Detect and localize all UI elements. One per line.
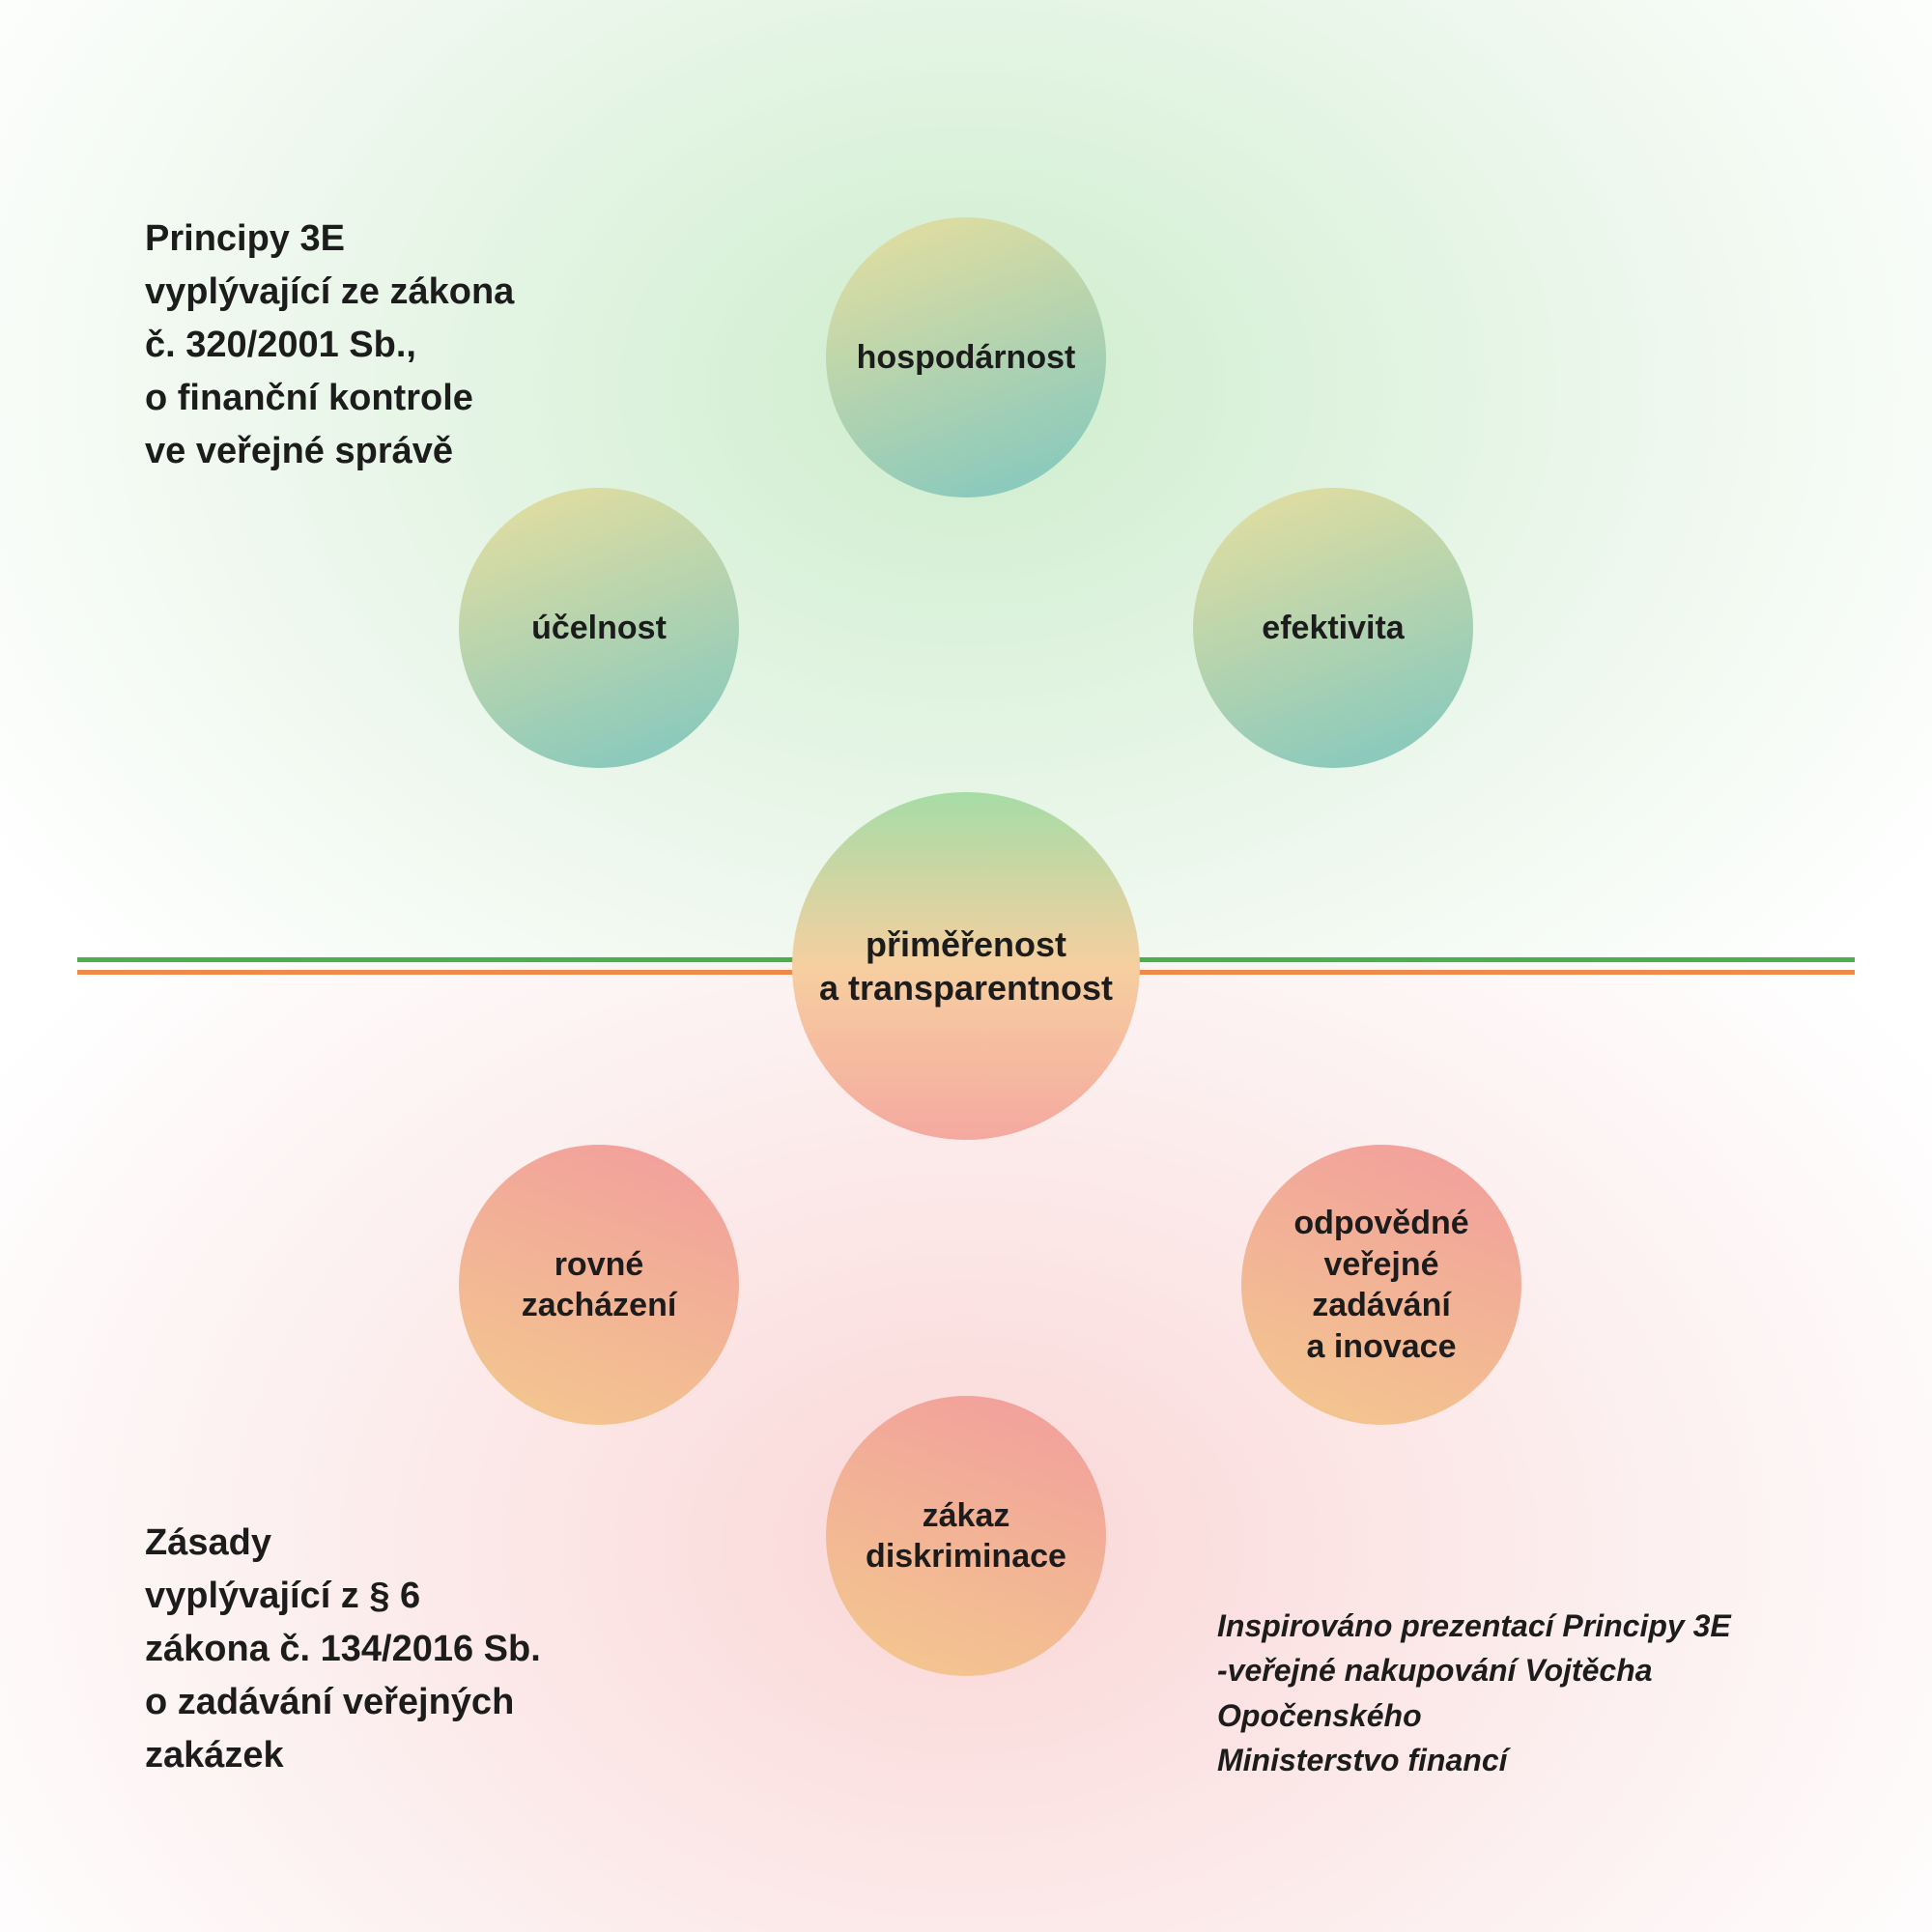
node-efficiency: efektivita xyxy=(1193,488,1473,768)
node-equal-treatment: rovnézacházení xyxy=(459,1145,739,1425)
caption-procurement-principles: Zásadyvyplývající z § 6zákona č. 134/201… xyxy=(145,1517,541,1782)
node-label: hospodárnost xyxy=(857,337,1076,379)
node-center-proportionality-transparency: přiměřenosta transparentnost xyxy=(792,792,1140,1140)
node-economy: hospodárnost xyxy=(826,217,1106,497)
node-effectiveness: účelnost xyxy=(459,488,739,768)
diagram-canvas: Principy 3Evyplývající ze zákonač. 320/2… xyxy=(0,0,1932,1932)
node-label: rovnézacházení xyxy=(522,1244,677,1326)
node-label: zákazdiskriminace xyxy=(866,1495,1066,1577)
node-label: odpovědnéveřejnézadávánía inovace xyxy=(1293,1203,1468,1367)
node-label: přiměřenosta transparentnost xyxy=(819,923,1113,1009)
caption-attribution: Inspirováno prezentací Principy 3E-veřej… xyxy=(1217,1604,1731,1783)
node-responsible-procurement: odpovědnéveřejnézadávánía inovace xyxy=(1241,1145,1521,1425)
node-non-discrimination: zákazdiskriminace xyxy=(826,1396,1106,1676)
caption-3e-principles: Principy 3Evyplývající ze zákonač. 320/2… xyxy=(145,213,514,478)
node-label: účelnost xyxy=(531,608,667,649)
node-label: efektivita xyxy=(1262,608,1404,649)
